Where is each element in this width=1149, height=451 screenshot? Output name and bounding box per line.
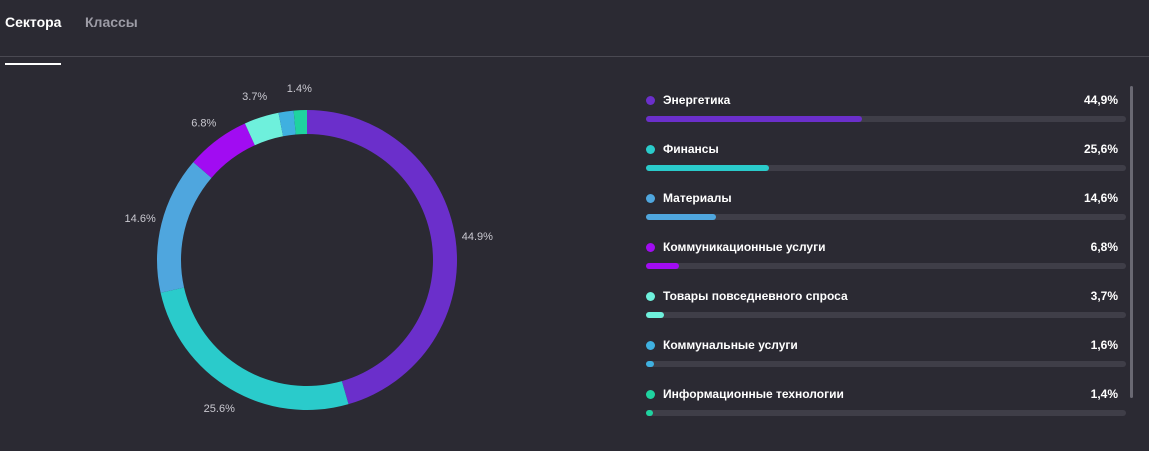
legend-progress-fill <box>646 116 862 122</box>
legend-progress-track <box>646 410 1126 416</box>
tab-active-indicator <box>5 63 62 65</box>
donut-slice[interactable] <box>160 287 349 411</box>
slice-value-label: 6.8% <box>191 117 216 129</box>
slice-value-label: 3.7% <box>242 91 267 103</box>
legend-dot-icon <box>646 390 655 399</box>
donut-slice[interactable] <box>293 110 307 135</box>
legend-name: Товары повседневного спроса <box>663 289 848 303</box>
legend-item[interactable]: Коммуникационные услуги 6,8% <box>646 235 1126 284</box>
legend-dot-icon <box>646 341 655 350</box>
legend-name: Информационные технологии <box>663 387 844 401</box>
tab-bar: Сектора Классы <box>0 0 1149 65</box>
legend-item[interactable]: Финансы 25,6% <box>646 137 1126 186</box>
legend-progress-track <box>646 361 1126 367</box>
legend-name: Финансы <box>663 142 719 156</box>
legend-dot-icon <box>646 145 655 154</box>
slice-value-label: 44.9% <box>462 231 493 243</box>
legend-value: 3,7% <box>1090 289 1118 303</box>
legend-value: 14,6% <box>1083 191 1118 205</box>
legend-progress-track <box>646 116 1126 122</box>
legend-item[interactable]: Товары повседневного спроса 3,7% <box>646 284 1126 333</box>
donut-slice[interactable] <box>278 110 296 137</box>
legend-scrollbar[interactable] <box>1130 86 1133 398</box>
legend-item[interactable]: Информационные технологии 1,4% <box>646 382 1126 431</box>
legend-name: Энергетика <box>663 93 731 107</box>
legend-name: Материалы <box>663 191 732 205</box>
legend-progress-fill <box>646 263 679 269</box>
legend-item[interactable]: Материалы 14,6% <box>646 186 1126 235</box>
tab-classes-label: Классы <box>85 14 138 30</box>
legend-value: 44,9% <box>1083 93 1118 107</box>
slice-value-label: 25.6% <box>204 403 235 415</box>
slice-value-label: 1.4% <box>287 83 312 95</box>
tab-sectors-label: Сектора <box>5 14 62 30</box>
legend-progress-fill <box>646 214 717 220</box>
legend-progress-fill <box>646 312 664 318</box>
legend-progress-track <box>646 263 1126 269</box>
legend-value: 25,6% <box>1083 142 1118 156</box>
legend-name: Коммунальные услуги <box>663 338 798 352</box>
legend-progress-fill <box>646 410 653 416</box>
tab-sectors[interactable]: Сектора <box>5 14 62 65</box>
legend-value: 6,8% <box>1090 240 1118 254</box>
legend-progress-track <box>646 312 1126 318</box>
donut-chart: 44.9% 25.6% 14.6% 6.8% 3.7% 1.4% <box>125 83 494 415</box>
legend-dot-icon <box>646 96 655 105</box>
donut-slice[interactable] <box>307 110 458 405</box>
legend-progress-track <box>646 214 1126 220</box>
legend-value: 1,4% <box>1090 387 1118 401</box>
sector-legend: Энергетика 44,9% Финансы 25,6% Материалы 14,6… <box>646 88 1126 431</box>
legend-progress-fill <box>646 165 769 171</box>
legend-name: Коммуникационные услуги <box>663 240 826 254</box>
tab-classes[interactable]: Классы <box>85 14 138 40</box>
legend-dot-icon <box>646 243 655 252</box>
donut-slice[interactable] <box>244 112 284 146</box>
legend-progress-fill <box>646 361 654 367</box>
legend-item[interactable]: Коммунальные услуги 1,6% <box>646 333 1126 382</box>
slice-value-label: 14.6% <box>125 213 156 225</box>
donut-slice[interactable] <box>157 162 212 293</box>
legend-dot-icon <box>646 194 655 203</box>
legend-dot-icon <box>646 292 655 301</box>
legend-item[interactable]: Энергетика 44,9% <box>646 88 1126 137</box>
legend-progress-track <box>646 165 1126 171</box>
donut-slice[interactable] <box>193 123 255 178</box>
legend-value: 1,6% <box>1090 338 1118 352</box>
